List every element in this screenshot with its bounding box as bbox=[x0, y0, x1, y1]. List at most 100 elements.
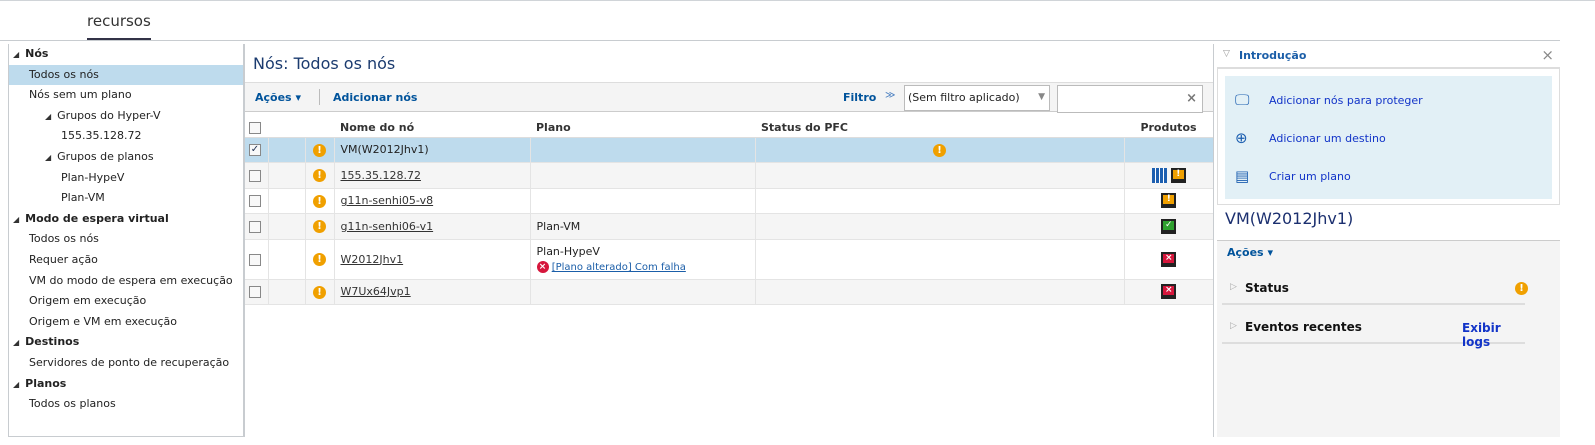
plan-icon: ▤ bbox=[1235, 167, 1250, 185]
monitor-ok-icon: ✓ bbox=[1161, 218, 1177, 234]
row-checkbox[interactable] bbox=[249, 253, 261, 266]
sidebar-item[interactable]: ◢ Modo de espera virtual bbox=[13, 211, 169, 225]
node-name-link[interactable]: 155.35.128.72 bbox=[340, 168, 421, 182]
sidebar-item[interactable]: Todos os planos bbox=[29, 397, 116, 411]
row-checkbox[interactable] bbox=[249, 220, 261, 233]
intro-header[interactable]: ▽ Introdução × bbox=[1217, 44, 1560, 68]
warning-icon: ! bbox=[313, 253, 326, 266]
select-all-checkbox[interactable] bbox=[249, 121, 261, 134]
filter-expand-icon[interactable]: ≫ bbox=[885, 90, 896, 101]
filter-label: Filtro bbox=[843, 91, 877, 104]
sidebar-item[interactable]: Servidores de ponto de recuperação bbox=[29, 355, 230, 369]
node-name-link[interactable]: VM(W2012Jhv1) bbox=[340, 143, 429, 157]
warning-icon: ! bbox=[313, 220, 326, 234]
sidebar-item[interactable]: Requer ação bbox=[29, 252, 98, 266]
page-title: Nós: Todos os nós bbox=[253, 54, 396, 73]
warning-icon: ! bbox=[313, 194, 326, 208]
table-row[interactable]: ! g11n-senhi06-v1 Plan-VM ✓ bbox=[245, 213, 1213, 240]
row-checkbox[interactable] bbox=[249, 195, 261, 208]
sidebar-item[interactable]: ◢ Planos bbox=[13, 376, 67, 390]
separator bbox=[319, 89, 320, 105]
table-row[interactable]: ! W7Ux64Jvp1 × bbox=[245, 279, 1213, 305]
tab-recursos[interactable]: recursos bbox=[87, 12, 151, 41]
sidebar-item[interactable]: ◢ Grupos de planos bbox=[45, 149, 154, 163]
expand-icon[interactable]: ◢ bbox=[13, 214, 20, 224]
expand-icon[interactable]: ◢ bbox=[13, 338, 20, 348]
sidebar-item[interactable]: Plan-HypeV bbox=[61, 170, 125, 184]
plan-name: Plan-HypeV bbox=[536, 245, 600, 258]
intro-link[interactable]: Criar um plano bbox=[1269, 170, 1351, 183]
row-checkbox[interactable]: ✓ bbox=[249, 144, 261, 157]
expand-icon: ▷ bbox=[1230, 282, 1237, 292]
plan-status-link[interactable]: [Plano alterado] Com falha bbox=[551, 262, 686, 273]
sidebar: ◢ Nós Todos os nós Nós sem um plano ◢ Grupos … bbox=[8, 44, 244, 437]
main-panel: Nós: Todos os nós Ações ▾ Adicionar nós … bbox=[244, 44, 1214, 437]
col-name[interactable]: Nome do nó bbox=[334, 118, 530, 138]
col-products[interactable]: Produtos bbox=[1124, 118, 1213, 138]
expand-icon: ▷ bbox=[1230, 321, 1237, 331]
detail-panel: Ações ▾ ▷ Status ! ▷ Eventos recentes Ex… bbox=[1217, 240, 1560, 437]
table-row[interactable]: ! 155.35.128.72 ! bbox=[245, 162, 1213, 189]
clear-icon[interactable]: × bbox=[1186, 91, 1197, 106]
pfc-warning-icon: ! bbox=[933, 143, 946, 157]
sidebar-item[interactable]: Todos os nós bbox=[9, 64, 243, 86]
nodes-table: Nome do nó Plano Status do PFC Produtos … bbox=[245, 118, 1213, 305]
monitor-error-icon: × bbox=[1161, 284, 1177, 300]
col-plan[interactable]: Plano bbox=[530, 118, 755, 138]
monitor-warning-icon: ! bbox=[1170, 167, 1186, 183]
warning-icon: ! bbox=[313, 285, 326, 299]
error-icon: × bbox=[536, 261, 549, 273]
sidebar-item[interactable]: ◢ Destinos bbox=[13, 335, 80, 349]
add-nodes-button[interactable]: Adicionar nós bbox=[333, 91, 418, 104]
node-name-link[interactable]: W7Ux64Jvp1 bbox=[340, 285, 411, 299]
plan-name: Plan-VM bbox=[536, 219, 581, 233]
detail-title: VM(W2012Jhv1) bbox=[1225, 209, 1354, 228]
sidebar-item[interactable]: VM do modo de espera em execução bbox=[29, 273, 233, 287]
recent-events-section[interactable]: ▷ Eventos recentes Exibir logs bbox=[1222, 306, 1525, 349]
detail-actions-menu[interactable]: Ações ▾ bbox=[1227, 246, 1273, 259]
intro-link[interactable]: Adicionar nós para proteger bbox=[1269, 94, 1423, 107]
warning-icon: ! bbox=[313, 143, 326, 157]
toolbar: Ações ▾ Adicionar nós Filtro ≫ (Sem filt… bbox=[245, 82, 1213, 113]
sidebar-item[interactable]: Origem e VM em execução bbox=[29, 314, 178, 328]
sidebar-item[interactable]: Nós sem um plano bbox=[29, 88, 132, 102]
monitor-warning-icon: ! bbox=[1161, 193, 1177, 209]
expand-icon[interactable]: ◢ bbox=[45, 152, 52, 162]
expand-icon[interactable]: ◢ bbox=[13, 50, 20, 59]
sidebar-item[interactable]: ◢ Nós bbox=[13, 47, 49, 60]
chevron-down-icon: ▼ bbox=[1038, 92, 1045, 102]
node-name-link[interactable]: W2012Jhv1 bbox=[340, 252, 404, 266]
table-row[interactable]: ✓ ! VM(W2012Jhv1) ! bbox=[245, 137, 1213, 163]
expand-icon[interactable]: ◢ bbox=[45, 111, 52, 121]
search-input[interactable]: × bbox=[1057, 85, 1203, 113]
sidebar-item[interactable]: ◢ Grupos do Hyper-V bbox=[45, 108, 161, 122]
warning-icon: ! bbox=[1515, 282, 1528, 295]
sidebar-item[interactable]: Plan-VM bbox=[61, 191, 105, 205]
top-border bbox=[0, 0, 1595, 1]
expand-icon[interactable]: ◢ bbox=[13, 379, 20, 389]
filter-select[interactable]: (Sem filtro aplicado) ▼ bbox=[904, 85, 1050, 111]
target-icon: ⊕ bbox=[1235, 129, 1248, 147]
sidebar-item[interactable]: Todos os nós bbox=[29, 232, 99, 246]
node-name-link[interactable]: g11n-senhi05-v8 bbox=[340, 194, 434, 208]
intro-link[interactable]: Adicionar um destino bbox=[1269, 132, 1386, 145]
monitor-error-icon: × bbox=[1161, 251, 1177, 267]
row-checkbox[interactable] bbox=[249, 286, 261, 299]
collapse-icon[interactable]: ▽ bbox=[1223, 49, 1230, 59]
row-checkbox[interactable] bbox=[249, 169, 261, 182]
actions-menu[interactable]: Ações ▾ bbox=[255, 91, 301, 104]
warning-icon: ! bbox=[313, 169, 326, 183]
node-name-link[interactable]: g11n-senhi06-v1 bbox=[340, 219, 434, 233]
monitor-icon: 🖵 bbox=[1235, 91, 1250, 109]
sidebar-item[interactable]: Origem em execução bbox=[29, 294, 147, 308]
intro-panel: 🖵 Adicionar nós para proteger ⊕ Adicionar u… bbox=[1217, 68, 1560, 205]
divider bbox=[0, 40, 1560, 41]
status-section[interactable]: ▷ Status ! bbox=[1222, 267, 1528, 305]
table-row[interactable]: ! W2012Jhv1 Plan-HypeV × [Plano alterado]… bbox=[245, 239, 1213, 280]
hyperv-icon bbox=[1151, 167, 1167, 183]
table-row[interactable]: ! g11n-senhi05-v8 ! bbox=[245, 188, 1213, 214]
col-pfc[interactable]: Status do PFC bbox=[755, 118, 1124, 138]
sidebar-item[interactable]: 155.35.128.72 bbox=[61, 129, 142, 143]
close-icon[interactable]: × bbox=[1541, 46, 1554, 64]
view-logs-link[interactable]: Exibir logs bbox=[1462, 321, 1501, 349]
